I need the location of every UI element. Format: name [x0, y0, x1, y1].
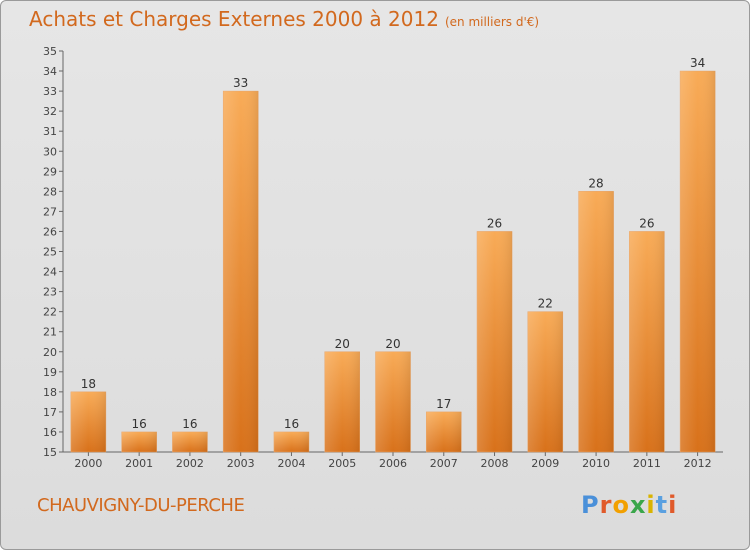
- x-tick-label: 2012: [684, 457, 712, 470]
- y-tick-label: 17: [43, 406, 57, 419]
- y-tick-label: 20: [43, 346, 57, 359]
- data-label: 16: [182, 417, 197, 431]
- x-tick-label: 2009: [531, 457, 559, 470]
- bar-shine: [223, 91, 259, 452]
- chart-title: Achats et Charges Externes 2000 à 2012 (e…: [29, 7, 539, 31]
- x-tick-label: 2002: [176, 457, 204, 470]
- bar-shine: [121, 431, 157, 452]
- y-tick-label: 32: [43, 105, 57, 118]
- data-label: 16: [284, 417, 299, 431]
- data-label: 22: [538, 297, 553, 311]
- bar-shine: [527, 311, 563, 452]
- y-tick-label: 18: [43, 386, 57, 399]
- x-tick-label: 2007: [430, 457, 458, 470]
- x-tick-label: 2011: [633, 457, 661, 470]
- data-label: 18: [81, 377, 96, 391]
- y-tick-label: 22: [43, 306, 57, 319]
- y-tick-label: 19: [43, 366, 57, 379]
- y-tick-label: 25: [43, 246, 57, 259]
- y-tick-label: 27: [43, 205, 57, 218]
- x-tick-label: 2010: [582, 457, 610, 470]
- x-tick-label: 2006: [379, 457, 407, 470]
- bar-shine: [70, 391, 106, 452]
- bar-shine: [375, 351, 411, 452]
- y-tick-label: 21: [43, 326, 57, 339]
- data-label: 28: [588, 176, 603, 190]
- data-label: 34: [690, 56, 705, 70]
- bar-shine: [426, 411, 462, 452]
- y-tick-label: 31: [43, 125, 57, 138]
- data-label: 20: [335, 337, 350, 351]
- y-tick-label: 34: [43, 65, 57, 78]
- y-tick-label: 15: [43, 446, 57, 459]
- data-label: 26: [487, 216, 502, 230]
- data-label: 20: [385, 337, 400, 351]
- bar-shine: [273, 431, 309, 452]
- x-tick-label: 2003: [227, 457, 255, 470]
- y-tick-label: 30: [43, 145, 57, 158]
- y-tick-label: 16: [43, 426, 57, 439]
- y-tick-label: 24: [43, 266, 57, 279]
- data-label: 16: [132, 417, 147, 431]
- y-tick-label: 28: [43, 185, 57, 198]
- x-tick-label: 2005: [328, 457, 356, 470]
- chart-unit: (en milliers d'€): [444, 15, 540, 29]
- y-tick-label: 33: [43, 85, 57, 98]
- bar-shine: [324, 351, 360, 452]
- data-labels: 18 16 16 33 16 20 20 17 26 22 28 26 34: [81, 56, 706, 431]
- bar-shine: [680, 71, 716, 453]
- y-tick-label: 29: [43, 165, 57, 178]
- x-tick-label: 2008: [481, 457, 509, 470]
- chart-title-text: Achats et Charges Externes 2000 à 2012: [29, 7, 439, 31]
- y-tick-label: 23: [43, 286, 57, 299]
- data-label: 17: [436, 397, 451, 411]
- bars: [70, 70, 716, 453]
- commune-name: CHAUVIGNY-DU-PERCHE: [37, 495, 245, 516]
- bar-shine: [578, 191, 614, 452]
- x-tick-label: 2001: [125, 457, 153, 470]
- bar-shine: [477, 231, 513, 452]
- y-tick-label: 35: [43, 45, 57, 58]
- data-label: 33: [233, 76, 248, 90]
- bar-shine: [629, 231, 665, 452]
- x-tick-label: 2000: [74, 457, 102, 470]
- y-tick-label: 26: [43, 225, 57, 238]
- data-label: 26: [639, 216, 654, 230]
- x-tick-label: 2004: [277, 457, 305, 470]
- bar-shine: [172, 431, 208, 452]
- tick-labels: 15 16 17 18 19 20 21 22 23 24 25 26 27 28 29 30 31 32 33 34…: [43, 45, 712, 470]
- proxiti-logo: Proxiti: [581, 491, 678, 519]
